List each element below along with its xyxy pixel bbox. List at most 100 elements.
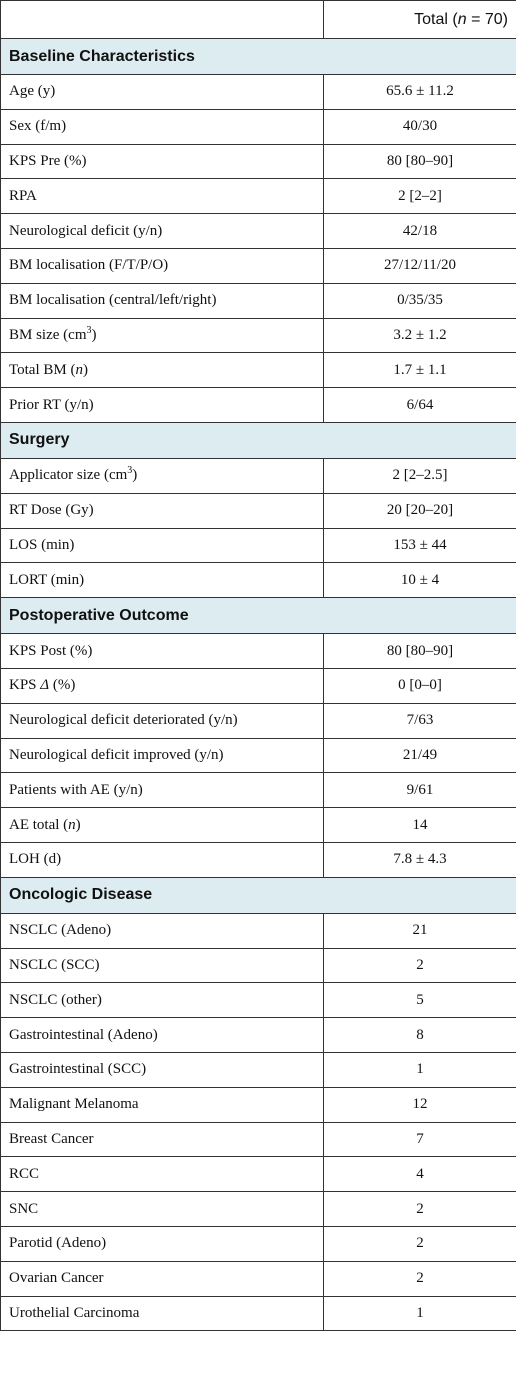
row-label-superscript: 3 (86, 324, 92, 336)
table-row: Gastrointestinal (Adeno) 8 (0, 1017, 516, 1053)
table-row: Gastrointestinal (SCC) 1 (0, 1051, 516, 1088)
row-label: LORT (min) (9, 571, 85, 588)
row-label: Patients with AE (y/n) (9, 781, 143, 798)
row-label: KPS Post (%) (9, 642, 93, 659)
table-row: Total BM (n) 1.7 ± 1.1 (0, 352, 516, 389)
row-label: NSCLC (other) (9, 991, 102, 1008)
section-title: Surgery (0, 421, 516, 459)
row-value-cell: 6/64 (323, 387, 516, 423)
row-value-cell: 21 (323, 912, 516, 949)
row-label: Neurological deficit (y/n) (9, 222, 163, 239)
row-value-cell: 42/18 (323, 213, 516, 249)
row-label-cell: RPA (0, 178, 324, 215)
row-value-cell: 7/63 (323, 702, 516, 739)
table-row: Age (y) 65.6 ± 11.2 (0, 74, 516, 110)
row-value-cell: 5 (323, 982, 516, 1019)
row-label-cell: Total BM (n) (0, 352, 324, 389)
row-value-cell: 21/49 (323, 737, 516, 774)
table-body: Total (n = 70) Baseline Characteristics A… (0, 0, 516, 1332)
row-label-suffix: ) (132, 467, 138, 484)
row-label: Urothelial Carcinoma (9, 1304, 140, 1321)
section-header-row: Baseline Characteristics (0, 38, 516, 75)
table-row: Prior RT (y/n) 6/64 (0, 387, 516, 423)
row-value-cell: 12 (323, 1086, 516, 1123)
table-row: LOH (d) 7.8 ± 4.3 (0, 841, 516, 878)
row-label-cell: NSCLC (Adeno) (0, 912, 324, 949)
row-label: BM localisation (central/left/right) (9, 292, 217, 309)
row-label-cell: Prior RT (y/n) (0, 387, 324, 423)
table-row: RCC 4 (0, 1156, 516, 1193)
row-value-cell: 4 (323, 1156, 516, 1193)
table-row: Patients with AE (y/n) 9/61 (0, 772, 516, 809)
row-label-cell: Neurological deficit (y/n) (0, 213, 324, 249)
table-row: LOS (min) 153 ± 44 (0, 527, 516, 564)
row-label: KPS (9, 677, 41, 694)
table-row: Neurological deficit deteriorated (y/n) 7… (0, 702, 516, 739)
row-label-cell: Urothelial Carcinoma (0, 1295, 324, 1332)
row-label-cell: BM size (cm3) (0, 317, 324, 354)
row-value-cell: 27/12/11/20 (323, 247, 516, 284)
table-row: NSCLC (Adeno) 21 (0, 912, 516, 949)
row-label: LOH (d) (9, 851, 62, 868)
section-header-row: Postoperative Outcome (0, 597, 516, 635)
table-row: Parotid (Adeno) 2 (0, 1225, 516, 1262)
table-row: Sex (f/m) 40/30 (0, 108, 516, 145)
characteristics-table: Total (n = 70) Baseline Characteristics A… (0, 0, 516, 1332)
row-label-cell: BM localisation (F/T/P/O) (0, 247, 324, 284)
row-label: Prior RT (y/n) (9, 396, 94, 413)
row-value-cell: 1 (323, 1295, 516, 1332)
row-label-cell: LORT (min) (0, 562, 324, 599)
table-row: BM size (cm3) 3.2 ± 1.2 (0, 317, 516, 354)
row-label: AE total ( (9, 816, 69, 833)
row-label: Gastrointestinal (Adeno) (9, 1026, 158, 1043)
section-title: Postoperative Outcome (0, 597, 516, 635)
row-label: Applicator size (cm (9, 467, 128, 484)
table-row: Breast Cancer 7 (0, 1121, 516, 1158)
total-n: n (457, 10, 467, 28)
row-value-cell: 153 ± 44 (323, 527, 516, 564)
table-row: Applicator size (cm3) 2 [2–2.5] (0, 457, 516, 494)
table-row: RPA 2 [2–2] (0, 178, 516, 215)
row-value-cell: 7.8 ± 4.3 (323, 841, 516, 878)
section-title: Baseline Characteristics (0, 38, 516, 75)
row-label-cell: Patients with AE (y/n) (0, 772, 324, 809)
row-value-cell: 80 [80–90] (323, 633, 516, 669)
row-label-cell: Age (y) (0, 74, 324, 110)
row-label: Ovarian Cancer (9, 1270, 104, 1287)
row-label: BM size (cm (9, 326, 87, 343)
row-value-cell: 65.6 ± 11.2 (323, 74, 516, 110)
row-label-cell: Applicator size (cm3) (0, 457, 324, 494)
row-value-cell: 20 [20–20] (323, 492, 516, 529)
row-label: KPS Pre (%) (9, 152, 87, 169)
row-label-suffix: (%) (49, 677, 76, 694)
row-label-cell: SNC (0, 1191, 324, 1227)
table-row: Urothelial Carcinoma 1 (0, 1295, 516, 1332)
row-label: Neurological deficit deteriorated (y/n) (9, 712, 238, 729)
row-label-superscript: 3 (127, 465, 133, 477)
table-row: NSCLC (other) 5 (0, 982, 516, 1019)
row-value-cell: 14 (323, 807, 516, 843)
row-label-cell: Parotid (Adeno) (0, 1225, 324, 1262)
row-label-cell: BM localisation (central/left/right) (0, 282, 324, 319)
row-label-cell: AE total (n) (0, 807, 324, 843)
row-value-cell: 2 [2–2] (323, 178, 516, 215)
total-prefix: Total ( (414, 10, 458, 28)
row-value-cell: 2 (323, 1260, 516, 1297)
row-label-cell: Gastrointestinal (Adeno) (0, 1017, 324, 1053)
row-label: Age (y) (9, 83, 56, 100)
row-label-italic: n (75, 361, 83, 378)
header-total-cell: Total (n = 70) (323, 0, 516, 39)
row-label-cell: Ovarian Cancer (0, 1260, 324, 1297)
row-label: RT Dose (Gy) (9, 502, 94, 519)
row-value-cell: 8 (323, 1017, 516, 1053)
row-value-cell: 10 ± 4 (323, 562, 516, 599)
row-value-cell: 2 [2–2.5] (323, 457, 516, 494)
row-label-cell: NSCLC (other) (0, 982, 324, 1019)
row-label: NSCLC (SCC) (9, 956, 100, 973)
row-label: SNC (9, 1200, 39, 1217)
row-value-cell: 1 (323, 1051, 516, 1088)
row-label-cell: Gastrointestinal (SCC) (0, 1051, 324, 1088)
row-label-cell: RT Dose (Gy) (0, 492, 324, 529)
row-label-italic: n (68, 816, 76, 833)
row-value-cell: 7 (323, 1121, 516, 1158)
